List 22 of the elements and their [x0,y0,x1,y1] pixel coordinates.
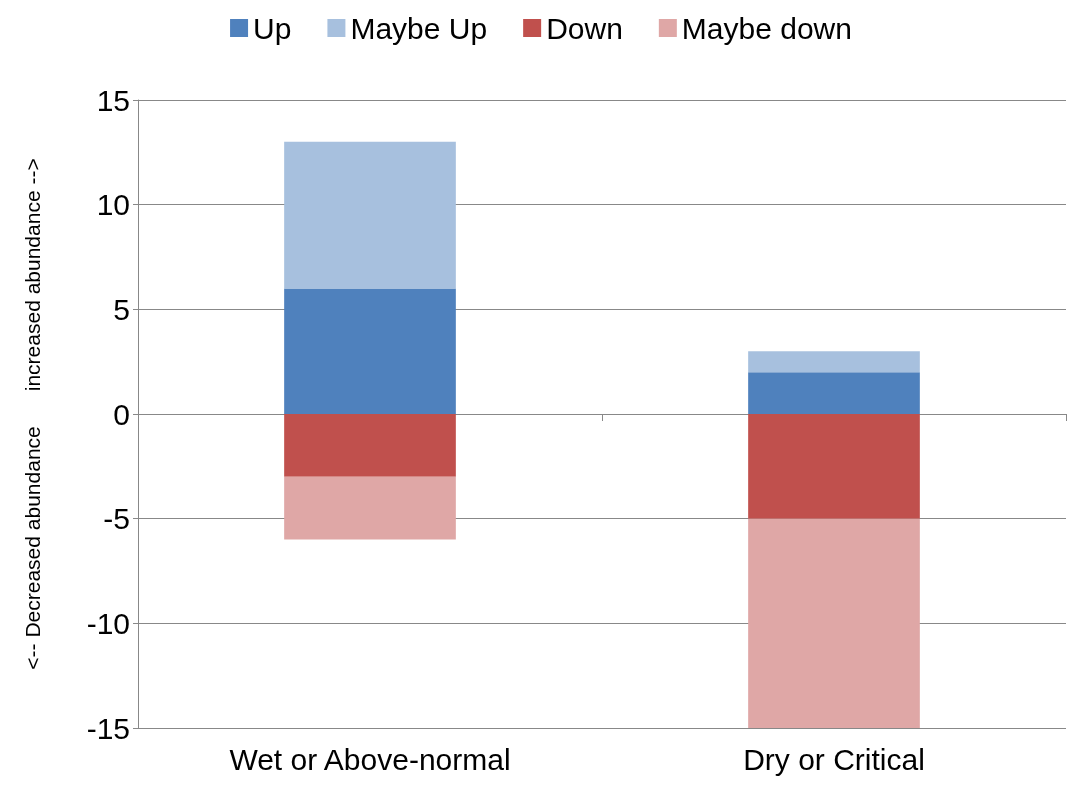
y-tick-label: -10 [86,606,130,640]
y-tick-label: 10 [96,188,130,222]
bar [284,288,456,414]
bar [284,476,456,540]
y-tick-label: -5 [103,502,130,536]
bar [748,414,920,519]
bar [284,141,456,289]
legend-label: Maybe Up [350,11,488,45]
legend-label: Up [253,11,292,45]
bar [284,414,456,477]
legend-label: Maybe down [681,11,852,45]
bar [748,351,920,373]
y-axis-title: <-- Decreased abundance increased abundance --> [21,158,44,670]
y-tick-label: 5 [113,292,130,326]
bar [748,518,920,728]
y-tick-label: -15 [86,711,130,745]
x-tick-label: Dry or Critical [743,742,925,776]
y-tick-label: 15 [96,83,130,117]
x-tick-label: Wet or Above-normal [229,742,511,776]
legend-label: Down [546,11,623,45]
y-tick-label: 0 [113,397,130,431]
bar [748,372,920,414]
